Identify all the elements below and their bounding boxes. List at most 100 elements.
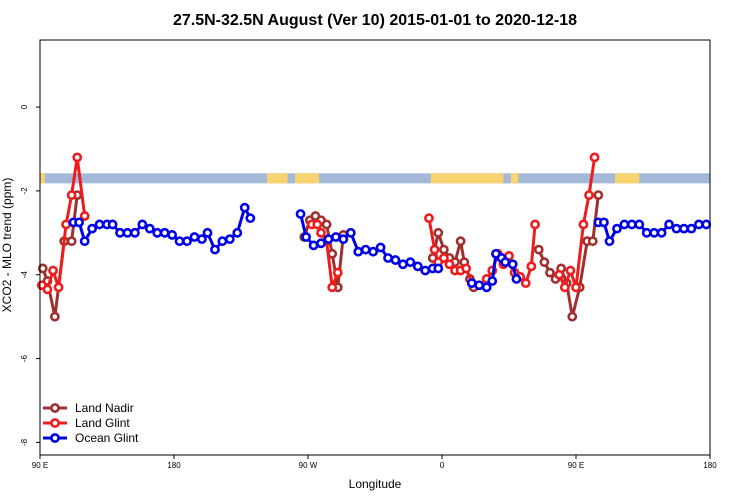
land-band-segment xyxy=(294,173,320,184)
ocean-glint-point xyxy=(398,259,408,270)
ocean-glint-point xyxy=(500,257,511,268)
ocean-glint-point xyxy=(197,234,207,245)
y-tick-label: -6 xyxy=(20,354,29,362)
ocean-glint-point xyxy=(368,246,379,257)
land-band-segment xyxy=(510,173,519,184)
ocean-glint-point xyxy=(641,227,652,238)
land-glint-point xyxy=(42,284,53,295)
ocean-glint-point xyxy=(301,232,312,242)
ocean-glint-point xyxy=(115,227,125,238)
ocean-glint-point xyxy=(130,227,140,238)
x-tick-label: 90 E xyxy=(568,461,584,470)
ocean-glint-point xyxy=(474,280,485,291)
ocean-glint-point xyxy=(360,244,371,255)
ocean-glint-point xyxy=(94,219,105,230)
ocean-glint-point xyxy=(619,219,630,230)
land-glint-point xyxy=(424,213,434,224)
ocean-glint-point xyxy=(671,223,682,234)
land-glint-point xyxy=(72,152,83,163)
land-nadir-point xyxy=(567,311,578,322)
x-tick-label: 180 xyxy=(703,461,717,470)
land-glint-point xyxy=(584,190,594,201)
ocean-glint-point xyxy=(466,278,477,289)
land-nadir-point xyxy=(587,236,598,247)
ocean-glint-point xyxy=(375,242,386,253)
ocean-glint-point xyxy=(420,265,431,276)
ocean-glint-point xyxy=(345,227,356,238)
land-glint-point xyxy=(327,282,338,293)
ocean-glint-point xyxy=(649,227,660,238)
ocean-glint-point xyxy=(308,240,319,251)
ocean-glint-point xyxy=(87,223,98,234)
y-tick-label: 0 xyxy=(20,104,29,109)
land-glint-point xyxy=(429,244,440,255)
land-nadir-point xyxy=(66,236,77,247)
ocean-glint-point xyxy=(405,257,416,268)
ocean-glint-point xyxy=(144,223,155,234)
ocean-glint-point xyxy=(224,234,235,245)
ocean-glint-point xyxy=(174,236,185,247)
ocean-glint-point xyxy=(599,217,609,228)
ocean-glint-point xyxy=(74,217,84,228)
ocean-glint-point xyxy=(122,227,133,238)
land-nadir-point xyxy=(49,311,60,322)
ocean-glint-point xyxy=(295,209,306,219)
x-tick-label: 90 W xyxy=(299,461,318,470)
ocean-glint-point xyxy=(390,255,401,265)
land-glint-point xyxy=(565,265,576,276)
ocean-glint-point xyxy=(612,223,622,234)
land-glint-point xyxy=(332,267,343,278)
land-glint-point xyxy=(61,219,71,230)
ocean-glint-point xyxy=(338,234,349,245)
ocean-glint-point xyxy=(167,230,178,240)
land-nadir-point xyxy=(593,190,604,201)
y-tick-label: -2 xyxy=(20,187,29,195)
x-axis-label: Longitude xyxy=(349,477,402,491)
ocean-glint-point xyxy=(487,276,498,286)
land-glint-point xyxy=(559,282,570,293)
land-nadir-point xyxy=(37,263,48,274)
ocean-glint-point xyxy=(202,227,213,238)
ocean-glint-point xyxy=(210,244,220,255)
ocean-glint-point xyxy=(701,219,712,230)
legend-swatch-marker xyxy=(50,433,60,443)
land-glint-point xyxy=(66,190,77,201)
land-nadir-point xyxy=(438,244,449,255)
ocean-glint-point xyxy=(323,234,334,245)
ocean-glint-point xyxy=(239,202,250,213)
land-glint-point xyxy=(520,278,531,289)
ocean-glint-point xyxy=(433,263,444,274)
ocean-glint-point xyxy=(511,274,522,284)
land-nadir-series xyxy=(37,190,604,322)
land-glint-point xyxy=(48,265,58,276)
land-glint-point xyxy=(438,253,449,263)
ocean-glint-point xyxy=(107,219,118,230)
x-tick-label: 180 xyxy=(167,461,181,470)
x-tick-label: 0 xyxy=(440,461,445,470)
land-nadir-line xyxy=(537,194,600,319)
ocean-glint-point xyxy=(189,232,200,242)
plot-area xyxy=(36,152,712,322)
legend-item-ocean-glint: Ocean Glint xyxy=(43,431,139,445)
land-glint-point xyxy=(444,259,455,270)
land-glint-point xyxy=(571,282,581,293)
ocean-glint-point xyxy=(217,236,228,247)
x-axis: 90 E 180 90 W 0 90 E 180 xyxy=(32,455,717,470)
land-nadir-point xyxy=(545,267,555,278)
land-nadir-point xyxy=(433,227,444,238)
ocean-glint-point xyxy=(353,246,364,257)
land-nadir-point xyxy=(321,219,332,230)
land-glint-point xyxy=(53,282,64,293)
plot-frame xyxy=(39,39,711,456)
land-glint-point xyxy=(589,152,600,163)
ocean-glint-point xyxy=(232,227,243,238)
ocean-glint-point xyxy=(626,219,637,230)
ocean-glint-point xyxy=(679,223,689,234)
land-nadir-point xyxy=(539,257,550,268)
ocean-glint-point xyxy=(245,213,256,224)
land-nadir-line xyxy=(41,194,79,319)
land-band-segment xyxy=(267,173,288,184)
ocean-glint-point xyxy=(182,236,192,247)
